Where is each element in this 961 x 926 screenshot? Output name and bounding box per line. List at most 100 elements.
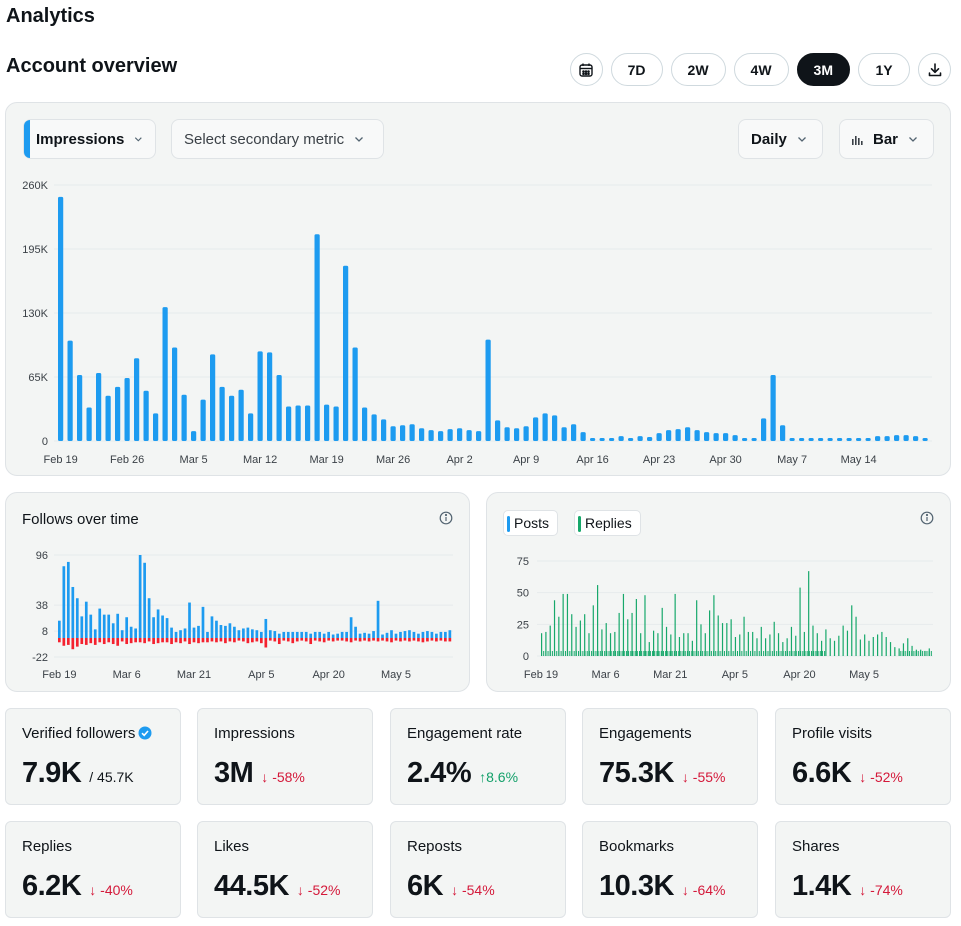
- follows-bar: [322, 633, 326, 638]
- unfollows-bar: [322, 637, 326, 643]
- info-icon[interactable]: [439, 511, 453, 525]
- impressions-bar: [286, 406, 292, 441]
- range-1y-button[interactable]: 1Y: [858, 53, 910, 86]
- replies-baseline-bar: [564, 651, 566, 656]
- replies-bar: [605, 623, 607, 656]
- x-tick-label: Apr 30: [709, 454, 741, 466]
- replies-bar: [614, 631, 616, 656]
- replies-bar: [803, 631, 805, 656]
- replies-baseline-bar: [554, 651, 556, 656]
- primary-metric-dropdown[interactable]: Impressions: [23, 119, 156, 159]
- replies-bar: [558, 616, 560, 656]
- replies-bar: [553, 600, 556, 656]
- y-tick-label: 65K: [28, 372, 48, 384]
- replies-baseline-bar: [551, 651, 553, 656]
- calendar-icon: [579, 63, 593, 77]
- unfollows-bar: [246, 637, 250, 644]
- unfollows-bar: [161, 637, 164, 643]
- stat-line: 44.5K ↓ -52%: [214, 870, 340, 903]
- replies-baseline-bar: [782, 651, 784, 656]
- replies-baseline-bar: [652, 651, 654, 656]
- follows-bar: [206, 631, 209, 638]
- impressions-bar: [913, 436, 919, 441]
- impressions-bar: [694, 430, 700, 441]
- impressions-bar: [495, 420, 501, 441]
- follows-bar: [89, 614, 93, 638]
- unfollows-bar: [174, 637, 178, 643]
- info-icon[interactable]: [920, 511, 934, 525]
- replies-baseline-bar: [667, 651, 669, 656]
- range-4w-button[interactable]: 4W: [733, 53, 789, 86]
- replies-bar: [894, 647, 896, 656]
- replies-baseline-bar: [636, 651, 638, 656]
- unfollows-bar: [183, 637, 187, 642]
- x-tick-label: Mar 6: [113, 669, 141, 681]
- impressions-bar: [200, 399, 206, 441]
- impressions-bar: [381, 419, 387, 441]
- stat-label: Replies: [22, 838, 73, 855]
- unfollows-bar: [116, 637, 120, 646]
- replies-baseline-bar: [658, 651, 660, 656]
- replies-baseline-bar: [745, 651, 747, 656]
- granularity-dropdown[interactable]: Daily: [738, 119, 823, 159]
- replies-baseline-bar: [767, 651, 769, 656]
- secondary-metric-dropdown[interactable]: Select secondary metric: [171, 119, 384, 159]
- replies-baseline-bar: [734, 651, 736, 656]
- calendar-button[interactable]: [569, 53, 603, 86]
- stat-delta: ↓ -74%: [859, 882, 903, 898]
- replies-bar: [739, 634, 741, 656]
- chart-type-dropdown[interactable]: Bar: [839, 119, 934, 159]
- impressions-bar: [628, 438, 634, 441]
- stat-line: 1.4K ↓ -74%: [792, 870, 903, 903]
- unfollows-bar: [165, 637, 169, 643]
- unfollows-bar: [152, 637, 155, 645]
- download-button[interactable]: [918, 53, 951, 86]
- replies-baseline-bar: [654, 651, 656, 656]
- impressions-bar: [723, 433, 729, 441]
- unfollows-bar: [286, 637, 290, 642]
- replies-baseline-bar: [780, 651, 782, 656]
- impressions-bar: [875, 436, 881, 441]
- legend-posts[interactable]: Posts: [503, 510, 559, 536]
- impressions-bar: [257, 351, 263, 441]
- replies-bar: [773, 621, 775, 656]
- follows-bar: [251, 629, 254, 638]
- unfollows-bar: [372, 637, 375, 641]
- unfollows-bar: [210, 637, 214, 642]
- unfollows-bar: [98, 637, 102, 643]
- replies-baseline-bar: [737, 651, 738, 656]
- impressions-bar: [856, 438, 862, 441]
- range-7d-button[interactable]: 7D: [610, 53, 663, 86]
- x-tick-label: Apr 16: [576, 454, 608, 466]
- legend-replies[interactable]: Replies: [574, 510, 641, 536]
- replies-baseline-bar: [902, 651, 904, 656]
- replies-baseline-bar: [556, 651, 558, 656]
- x-tick-label: Feb 19: [524, 669, 558, 681]
- follows-bar: [62, 566, 66, 638]
- follows-bar: [430, 631, 434, 638]
- unfollows-bar: [291, 637, 295, 644]
- replies-baseline-bar: [813, 651, 815, 656]
- stat-delta-value: -64%: [692, 882, 726, 898]
- range-2w-button[interactable]: 2W: [670, 53, 726, 86]
- stat-value: 1.4K: [792, 870, 852, 902]
- y-tick-label: 38: [36, 600, 48, 612]
- replies-baseline-bar: [708, 651, 710, 656]
- impressions-bar: [466, 430, 472, 441]
- impressions-bar: [238, 389, 244, 441]
- range-3m-button[interactable]: 3M: [796, 53, 850, 86]
- replies-bar: [730, 619, 732, 656]
- replies-bar: [790, 626, 793, 656]
- follows-bar: [300, 631, 304, 638]
- unfollows-bar: [66, 637, 70, 645]
- follows-bar: [277, 633, 281, 638]
- replies-bar: [627, 619, 629, 656]
- replies-bar: [760, 626, 762, 656]
- replies-baseline-bar: [911, 651, 913, 656]
- unfollows-bar: [215, 637, 218, 643]
- replies-bar: [821, 640, 823, 656]
- follows-bar: [215, 620, 218, 638]
- replies-baseline-bar: [571, 651, 573, 656]
- replies-baseline-bar: [649, 651, 651, 656]
- unfollows-bar: [71, 637, 75, 650]
